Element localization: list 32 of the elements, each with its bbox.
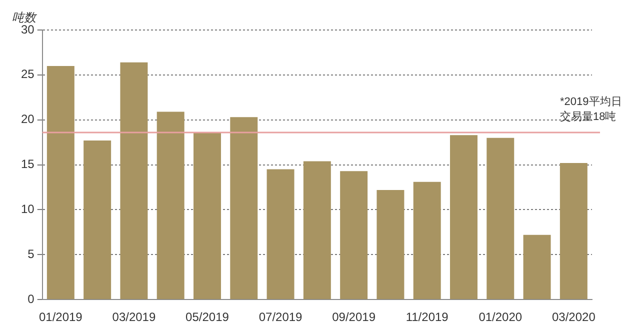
bar — [46, 66, 74, 300]
bar — [523, 234, 551, 300]
bar — [84, 140, 112, 300]
bar — [230, 117, 258, 300]
x-tick-label: 01/2019 — [38, 310, 83, 324]
bar — [266, 169, 294, 300]
bar — [156, 112, 184, 300]
ref-line-label: *2019平均日交易量18吨 — [560, 96, 622, 123]
bar — [340, 171, 368, 300]
x-tick-label: 05/2019 — [186, 310, 230, 324]
bar — [413, 182, 441, 300]
bar — [486, 138, 514, 300]
x-tick-label: 03/2020 — [552, 310, 596, 324]
y-tick-label: 15 — [20, 157, 35, 172]
x-tick-label: 07/2019 — [258, 310, 303, 324]
x-tick-label: 01/2020 — [478, 310, 522, 324]
bar — [450, 135, 478, 300]
bar — [194, 132, 221, 300]
y-tick-label: 25 — [20, 67, 35, 82]
x-tick-label: 03/2019 — [112, 310, 156, 324]
bar — [303, 161, 331, 300]
bar — [120, 62, 148, 300]
bar — [560, 163, 588, 300]
y-tick-label: 5 — [28, 246, 35, 261]
x-tick-label: 09/2019 — [332, 310, 376, 324]
y-tick-label: 0 — [28, 292, 35, 306]
y-tick-label: 10 — [20, 202, 35, 216]
x-tick-label: 11/2019 — [406, 310, 449, 324]
bar — [376, 190, 404, 300]
y-axis-title: 吨数 — [12, 10, 38, 24]
y-tick-label: 30 — [20, 22, 35, 36]
y-tick-label: 20 — [20, 112, 35, 126]
